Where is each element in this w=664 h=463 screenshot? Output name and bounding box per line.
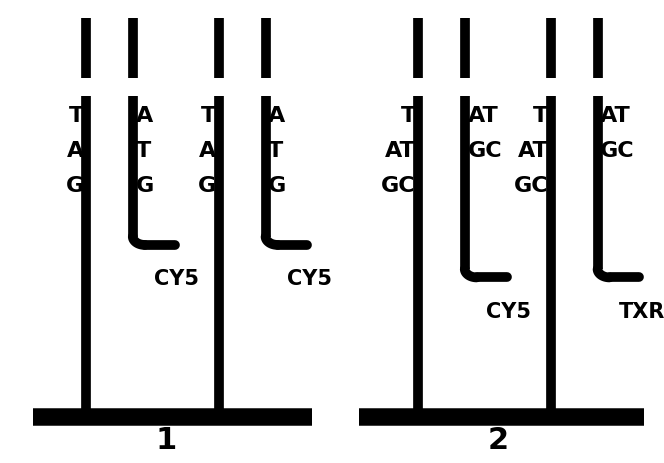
Text: AT: AT [600,106,631,126]
Text: T: T [68,106,84,126]
Text: A: A [135,106,153,126]
Text: CY5: CY5 [485,301,531,321]
Text: TXR: TXR [619,301,664,321]
Text: T: T [533,106,548,126]
Text: AT: AT [385,140,416,161]
Text: CY5: CY5 [154,269,199,288]
Text: AT: AT [518,140,548,161]
Text: G: G [66,175,84,195]
Text: GC: GC [467,140,502,161]
Text: 2: 2 [487,425,509,454]
Text: G: G [199,175,216,195]
Text: T: T [201,106,216,126]
Text: A: A [66,140,84,161]
Text: T: T [268,140,284,161]
Text: CY5: CY5 [287,269,331,288]
Text: T: T [135,140,151,161]
Text: T: T [400,106,416,126]
Text: GC: GC [514,175,548,195]
Text: 1: 1 [155,425,177,454]
Text: G: G [268,175,286,195]
Text: G: G [135,175,153,195]
Text: AT: AT [467,106,498,126]
Text: GC: GC [600,140,635,161]
Text: A: A [268,106,286,126]
Text: GC: GC [381,175,416,195]
Text: A: A [199,140,216,161]
